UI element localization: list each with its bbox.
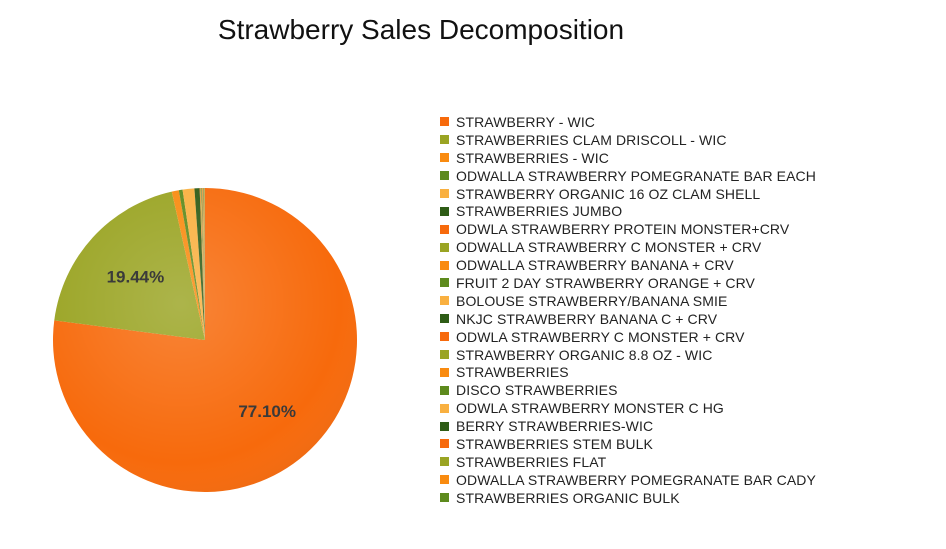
legend-item[interactable]: STRAWBERRIES FLAT	[440, 453, 940, 471]
legend-swatch	[440, 457, 449, 467]
slice-data-label: 77.10%	[238, 402, 296, 421]
legend-swatch	[440, 475, 449, 485]
legend-item[interactable]: STRAWBERRY - WIC	[440, 113, 940, 131]
legend-label: ODWALLA STRAWBERRY BANANA + CRV	[456, 257, 734, 274]
legend-label: ODWALLA STRAWBERRY POMEGRANATE BAR CADY	[456, 471, 816, 488]
legend-item[interactable]: STRAWBERRIES STEM BULK	[440, 435, 940, 453]
legend-item[interactable]: STRAWBERRY ORGANIC 8.8 OZ - WIC	[440, 346, 940, 364]
legend-label: STRAWBERRIES	[456, 364, 569, 381]
legend-label: ODWALLA STRAWBERRY POMEGRANATE BAR EACH	[456, 167, 816, 184]
legend-swatch	[440, 242, 449, 252]
legend-swatch	[440, 493, 449, 503]
legend-item[interactable]: ODWALLA STRAWBERRY C MONSTER + CRV	[440, 238, 940, 256]
legend-label: STRAWBERRIES CLAM DRISCOLL - WIC	[456, 131, 727, 148]
slice-data-label: 19.44%	[107, 267, 165, 286]
legend-item[interactable]: ODWALLA STRAWBERRY BANANA + CRV	[440, 256, 940, 274]
legend-swatch	[440, 171, 449, 181]
legend-label: STRAWBERRY ORGANIC 8.8 OZ - WIC	[456, 346, 713, 363]
legend-label: STRAWBERRIES ORGANIC BULK	[456, 489, 680, 506]
legend-item[interactable]: FRUIT 2 DAY STRAWBERRY ORANGE + CRV	[440, 274, 940, 292]
legend: STRAWBERRY - WIC STRAWBERRIES CLAM DRISCO…	[440, 113, 940, 507]
legend-swatch	[440, 296, 449, 306]
legend-label: ODWLA STRAWBERRY PROTEIN MONSTER+CRV	[456, 221, 790, 238]
legend-item[interactable]: ODWLA STRAWBERRY PROTEIN MONSTER+CRV	[440, 220, 940, 238]
legend-swatch	[440, 421, 449, 431]
legend-swatch	[440, 206, 449, 216]
legend-item[interactable]: BERRY STRAWBERRIES-WIC	[440, 417, 940, 435]
legend-swatch	[440, 117, 449, 127]
legend-swatch	[440, 189, 449, 198]
legend-label: ODWLA STRAWBERRY MONSTER C HG	[456, 400, 724, 417]
pie-slices	[53, 188, 358, 492]
legend-item[interactable]: STRAWBERRIES ORGANIC BULK	[440, 489, 940, 507]
legend-item[interactable]: DISCO STRAWBERRIES	[440, 381, 940, 399]
legend-item[interactable]: ODWALLA STRAWBERRY POMEGRANATE BAR EACH	[440, 167, 940, 185]
legend-swatch	[440, 153, 449, 163]
legend-swatch	[440, 314, 449, 324]
legend-swatch	[440, 439, 449, 449]
legend-swatch	[440, 135, 449, 145]
legend-label: STRAWBERRIES - WIC	[456, 149, 609, 166]
legend-swatch	[440, 385, 449, 395]
legend-label: NKJC STRAWBERRY BANANA C + CRV	[456, 310, 718, 327]
legend-item[interactable]: STRAWBERRIES	[440, 363, 940, 381]
legend-item[interactable]: STRAWBERRY ORGANIC 16 OZ CLAM SHELL	[440, 185, 940, 203]
legend-label: BERRY STRAWBERRIES-WIC	[456, 418, 654, 435]
legend-swatch	[440, 403, 449, 413]
legend-item[interactable]: STRAWBERRIES - WIC	[440, 149, 940, 167]
legend-label: STRAWBERRY ORGANIC 16 OZ CLAM SHELL	[456, 185, 761, 202]
legend-swatch	[440, 224, 449, 234]
legend-item[interactable]: STRAWBERRIES JUMBO	[440, 202, 940, 220]
legend-label: ODWLA STRAWBERRY C MONSTER + CRV	[456, 328, 745, 345]
legend-swatch	[440, 367, 449, 377]
legend-swatch	[440, 260, 449, 270]
legend-label: FRUIT 2 DAY STRAWBERRY ORANGE + CRV	[456, 274, 755, 291]
pie-data-labels: 77.10% 19.44%	[107, 267, 296, 420]
legend-swatch	[440, 278, 449, 288]
legend-item[interactable]: ODWLA STRAWBERRY C MONSTER + CRV	[440, 328, 940, 346]
legend-label: BOLOUSE STRAWBERRY/BANANA SMIE	[456, 292, 728, 309]
legend-label: STRAWBERRIES STEM BULK	[456, 435, 653, 452]
legend-item[interactable]: BOLOUSE STRAWBERRY/BANANA SMIE	[440, 292, 940, 310]
legend-label: STRAWBERRY - WIC	[456, 113, 596, 130]
legend-item[interactable]: STRAWBERRIES CLAM DRISCOLL - WIC	[440, 131, 940, 149]
legend-label: STRAWBERRIES JUMBO	[456, 203, 623, 220]
chart-title: Strawberry Sales Decomposition	[217, 14, 625, 45]
legend-swatch	[440, 350, 449, 360]
legend-swatch	[440, 332, 449, 342]
legend-item[interactable]: ODWLA STRAWBERRY MONSTER C HG	[440, 399, 940, 417]
legend-label: DISCO STRAWBERRIES	[456, 382, 618, 399]
legend-item[interactable]: ODWALLA STRAWBERRY POMEGRANATE BAR CADY	[440, 471, 940, 489]
legend-item[interactable]: NKJC STRAWBERRY BANANA C + CRV	[440, 310, 940, 328]
legend-label: ODWALLA STRAWBERRY C MONSTER + CRV	[456, 239, 762, 256]
legend-label: STRAWBERRIES FLAT	[456, 453, 607, 470]
